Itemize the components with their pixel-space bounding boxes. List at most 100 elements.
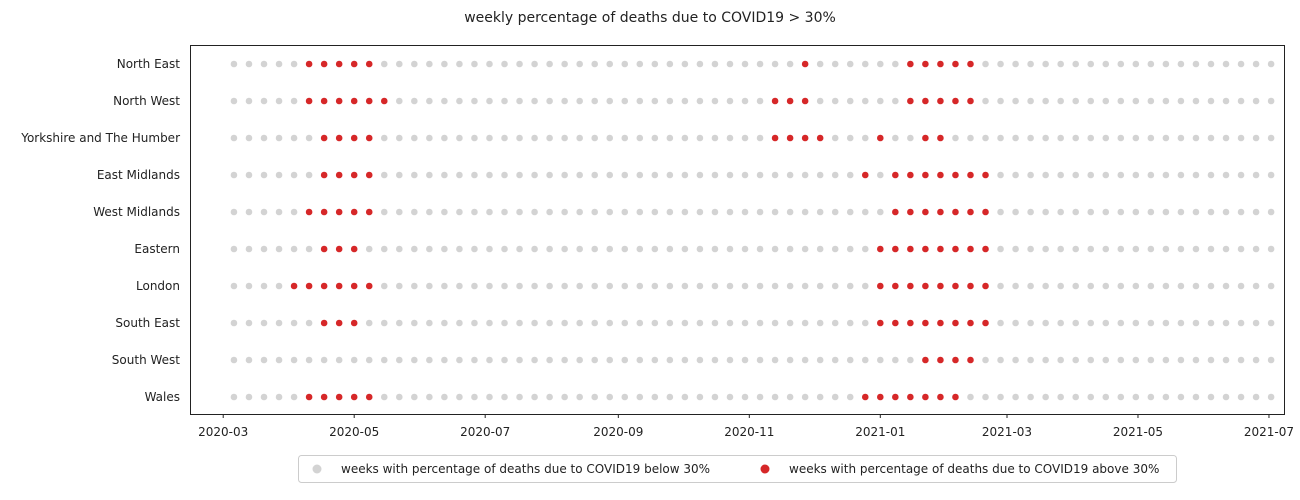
point-below-30 [741, 97, 749, 105]
point-above-30 [952, 60, 959, 68]
point-below-30 [516, 319, 523, 327]
point-below-30 [1222, 356, 1230, 364]
point-below-30 [892, 134, 899, 142]
point-below-30 [1042, 134, 1049, 142]
point-above-30 [350, 134, 358, 142]
point-below-30 [576, 208, 583, 216]
point-below-30 [846, 319, 854, 327]
point-below-30 [576, 60, 583, 68]
point-below-30 [756, 171, 764, 179]
point-below-30 [1102, 208, 1110, 216]
point-below-30 [561, 171, 568, 179]
point-below-30 [471, 60, 478, 68]
point-below-30 [696, 319, 704, 327]
point-above-30 [907, 282, 914, 290]
point-below-30 [426, 208, 433, 216]
point-below-30 [395, 319, 403, 327]
point-above-30 [907, 245, 914, 253]
point-below-30 [681, 171, 689, 179]
legend: weeks with percentage of deaths due to C… [298, 455, 1177, 483]
point-below-30 [606, 97, 614, 105]
point-below-30 [1207, 393, 1215, 401]
point-below-30 [260, 356, 268, 364]
point-below-30 [591, 282, 598, 290]
point-above-30 [922, 208, 929, 216]
point-below-30 [1012, 245, 1019, 253]
point-below-30 [1072, 319, 1080, 327]
point-below-30 [651, 245, 659, 253]
point-below-30 [816, 245, 824, 253]
point-below-30 [1222, 171, 1230, 179]
point-below-30 [290, 208, 298, 216]
point-above-30 [967, 208, 974, 216]
point-below-30 [636, 319, 644, 327]
point-below-30 [1177, 60, 1185, 68]
point-above-30 [335, 282, 343, 290]
point-below-30 [1117, 97, 1125, 105]
point-below-30 [561, 319, 568, 327]
point-below-30 [546, 356, 553, 364]
point-below-30 [1147, 208, 1155, 216]
point-below-30 [621, 393, 629, 401]
point-below-30 [426, 356, 433, 364]
point-above-30 [982, 171, 989, 179]
point-below-30 [1072, 60, 1080, 68]
point-above-30 [305, 97, 313, 105]
point-above-30 [952, 245, 959, 253]
point-below-30 [561, 60, 568, 68]
y-axis-labels: North East North West Yorkshire and The Hu… [20, 57, 180, 404]
point-below-30 [786, 171, 794, 179]
point-above-30 [922, 134, 929, 142]
point-above-30 [771, 134, 779, 142]
point-below-30 [1027, 245, 1034, 253]
point-above-30 [335, 393, 343, 401]
point-below-30 [486, 134, 493, 142]
point-below-30 [1252, 208, 1260, 216]
point-below-30 [877, 97, 884, 105]
point-below-30 [426, 393, 433, 401]
legend-frame [298, 455, 1177, 483]
legend-label-above: weeks with percentage of deaths due to C… [789, 462, 1159, 476]
point-below-30 [546, 171, 553, 179]
point-below-30 [726, 319, 734, 327]
point-below-30 [1162, 282, 1170, 290]
point-below-30 [230, 208, 238, 216]
point-below-30 [245, 356, 253, 364]
point-below-30 [591, 134, 598, 142]
point-below-30 [1132, 134, 1140, 142]
point-below-30 [290, 245, 298, 253]
point-below-30 [230, 60, 238, 68]
point-above-30 [365, 208, 373, 216]
point-below-30 [1147, 393, 1155, 401]
point-below-30 [861, 319, 869, 327]
point-above-30 [967, 60, 974, 68]
point-below-30 [606, 319, 614, 327]
point-above-30 [907, 171, 914, 179]
point-below-30 [531, 208, 538, 216]
point-below-30 [696, 356, 704, 364]
point-below-30 [1147, 245, 1155, 253]
point-below-30 [907, 356, 914, 364]
point-above-30 [877, 245, 884, 253]
point-below-30 [426, 171, 433, 179]
point-below-30 [1192, 393, 1200, 401]
point-below-30 [1072, 245, 1080, 253]
point-below-30 [1132, 282, 1140, 290]
point-below-30 [576, 97, 583, 105]
point-below-30 [831, 393, 839, 401]
point-below-30 [395, 134, 403, 142]
point-below-30 [1222, 245, 1230, 253]
point-below-30 [1042, 208, 1049, 216]
point-below-30 [1162, 208, 1170, 216]
x-tick-label: 2020-07 [460, 425, 510, 439]
point-above-30 [892, 319, 899, 327]
point-below-30 [846, 245, 854, 253]
point-below-30 [441, 282, 448, 290]
point-below-30 [801, 356, 809, 364]
point-below-30 [456, 319, 463, 327]
point-below-30 [275, 134, 283, 142]
point-below-30 [380, 134, 388, 142]
point-below-30 [230, 134, 238, 142]
point-below-30 [516, 60, 523, 68]
point-above-30 [907, 208, 914, 216]
